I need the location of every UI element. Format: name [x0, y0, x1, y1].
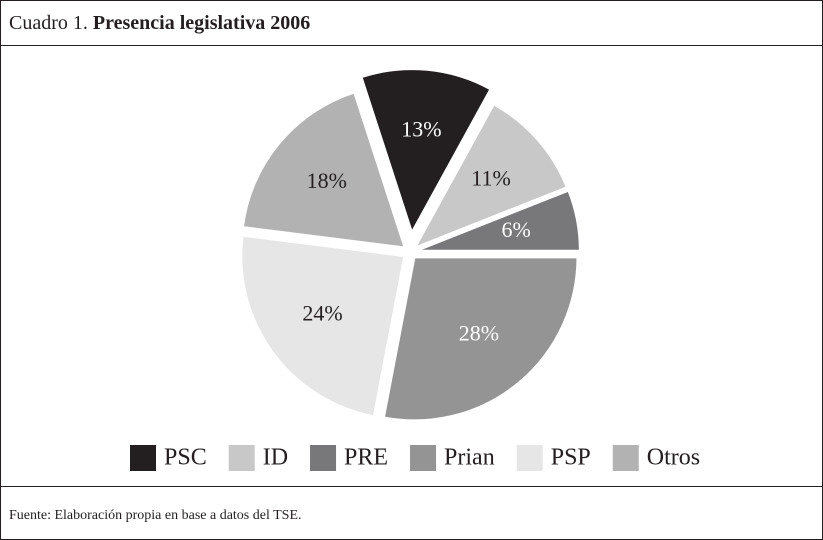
chart-title: Cuadro 1. Presencia legislativa 2006	[9, 12, 310, 34]
pie-slice	[416, 189, 581, 252]
legend-label: ID	[263, 445, 288, 471]
slice-label: 13%	[401, 117, 441, 142]
legend-swatch	[516, 445, 543, 471]
legend-label: PRE	[344, 445, 388, 471]
legend-label: PSP	[551, 445, 591, 471]
slice-label: 28%	[459, 320, 499, 345]
legend-swatch	[130, 445, 156, 471]
legend-label: Prian	[444, 445, 495, 471]
pie-slice	[382, 256, 579, 422]
legend-swatch	[612, 445, 639, 471]
pie-slice	[360, 68, 492, 235]
pie-slice	[240, 234, 406, 418]
title-label: Cuadro 1.	[9, 12, 88, 34]
title-text: Presencia legislativa 2006	[93, 12, 310, 34]
pie-slice	[241, 91, 407, 249]
slice-label: 6%	[501, 217, 530, 242]
legend-label: Otros	[647, 445, 700, 471]
legend-swatch	[228, 445, 255, 471]
slice-label: 24%	[302, 301, 342, 326]
legend-label: PSC	[164, 445, 207, 471]
legend-swatch	[310, 445, 337, 471]
pie-slice	[413, 103, 569, 250]
slice-label: 18%	[307, 168, 347, 193]
slice-label: 11%	[471, 166, 511, 191]
source: Fuente: Elaboración propia en base a dat…	[9, 508, 302, 523]
legend-swatch	[410, 445, 437, 471]
